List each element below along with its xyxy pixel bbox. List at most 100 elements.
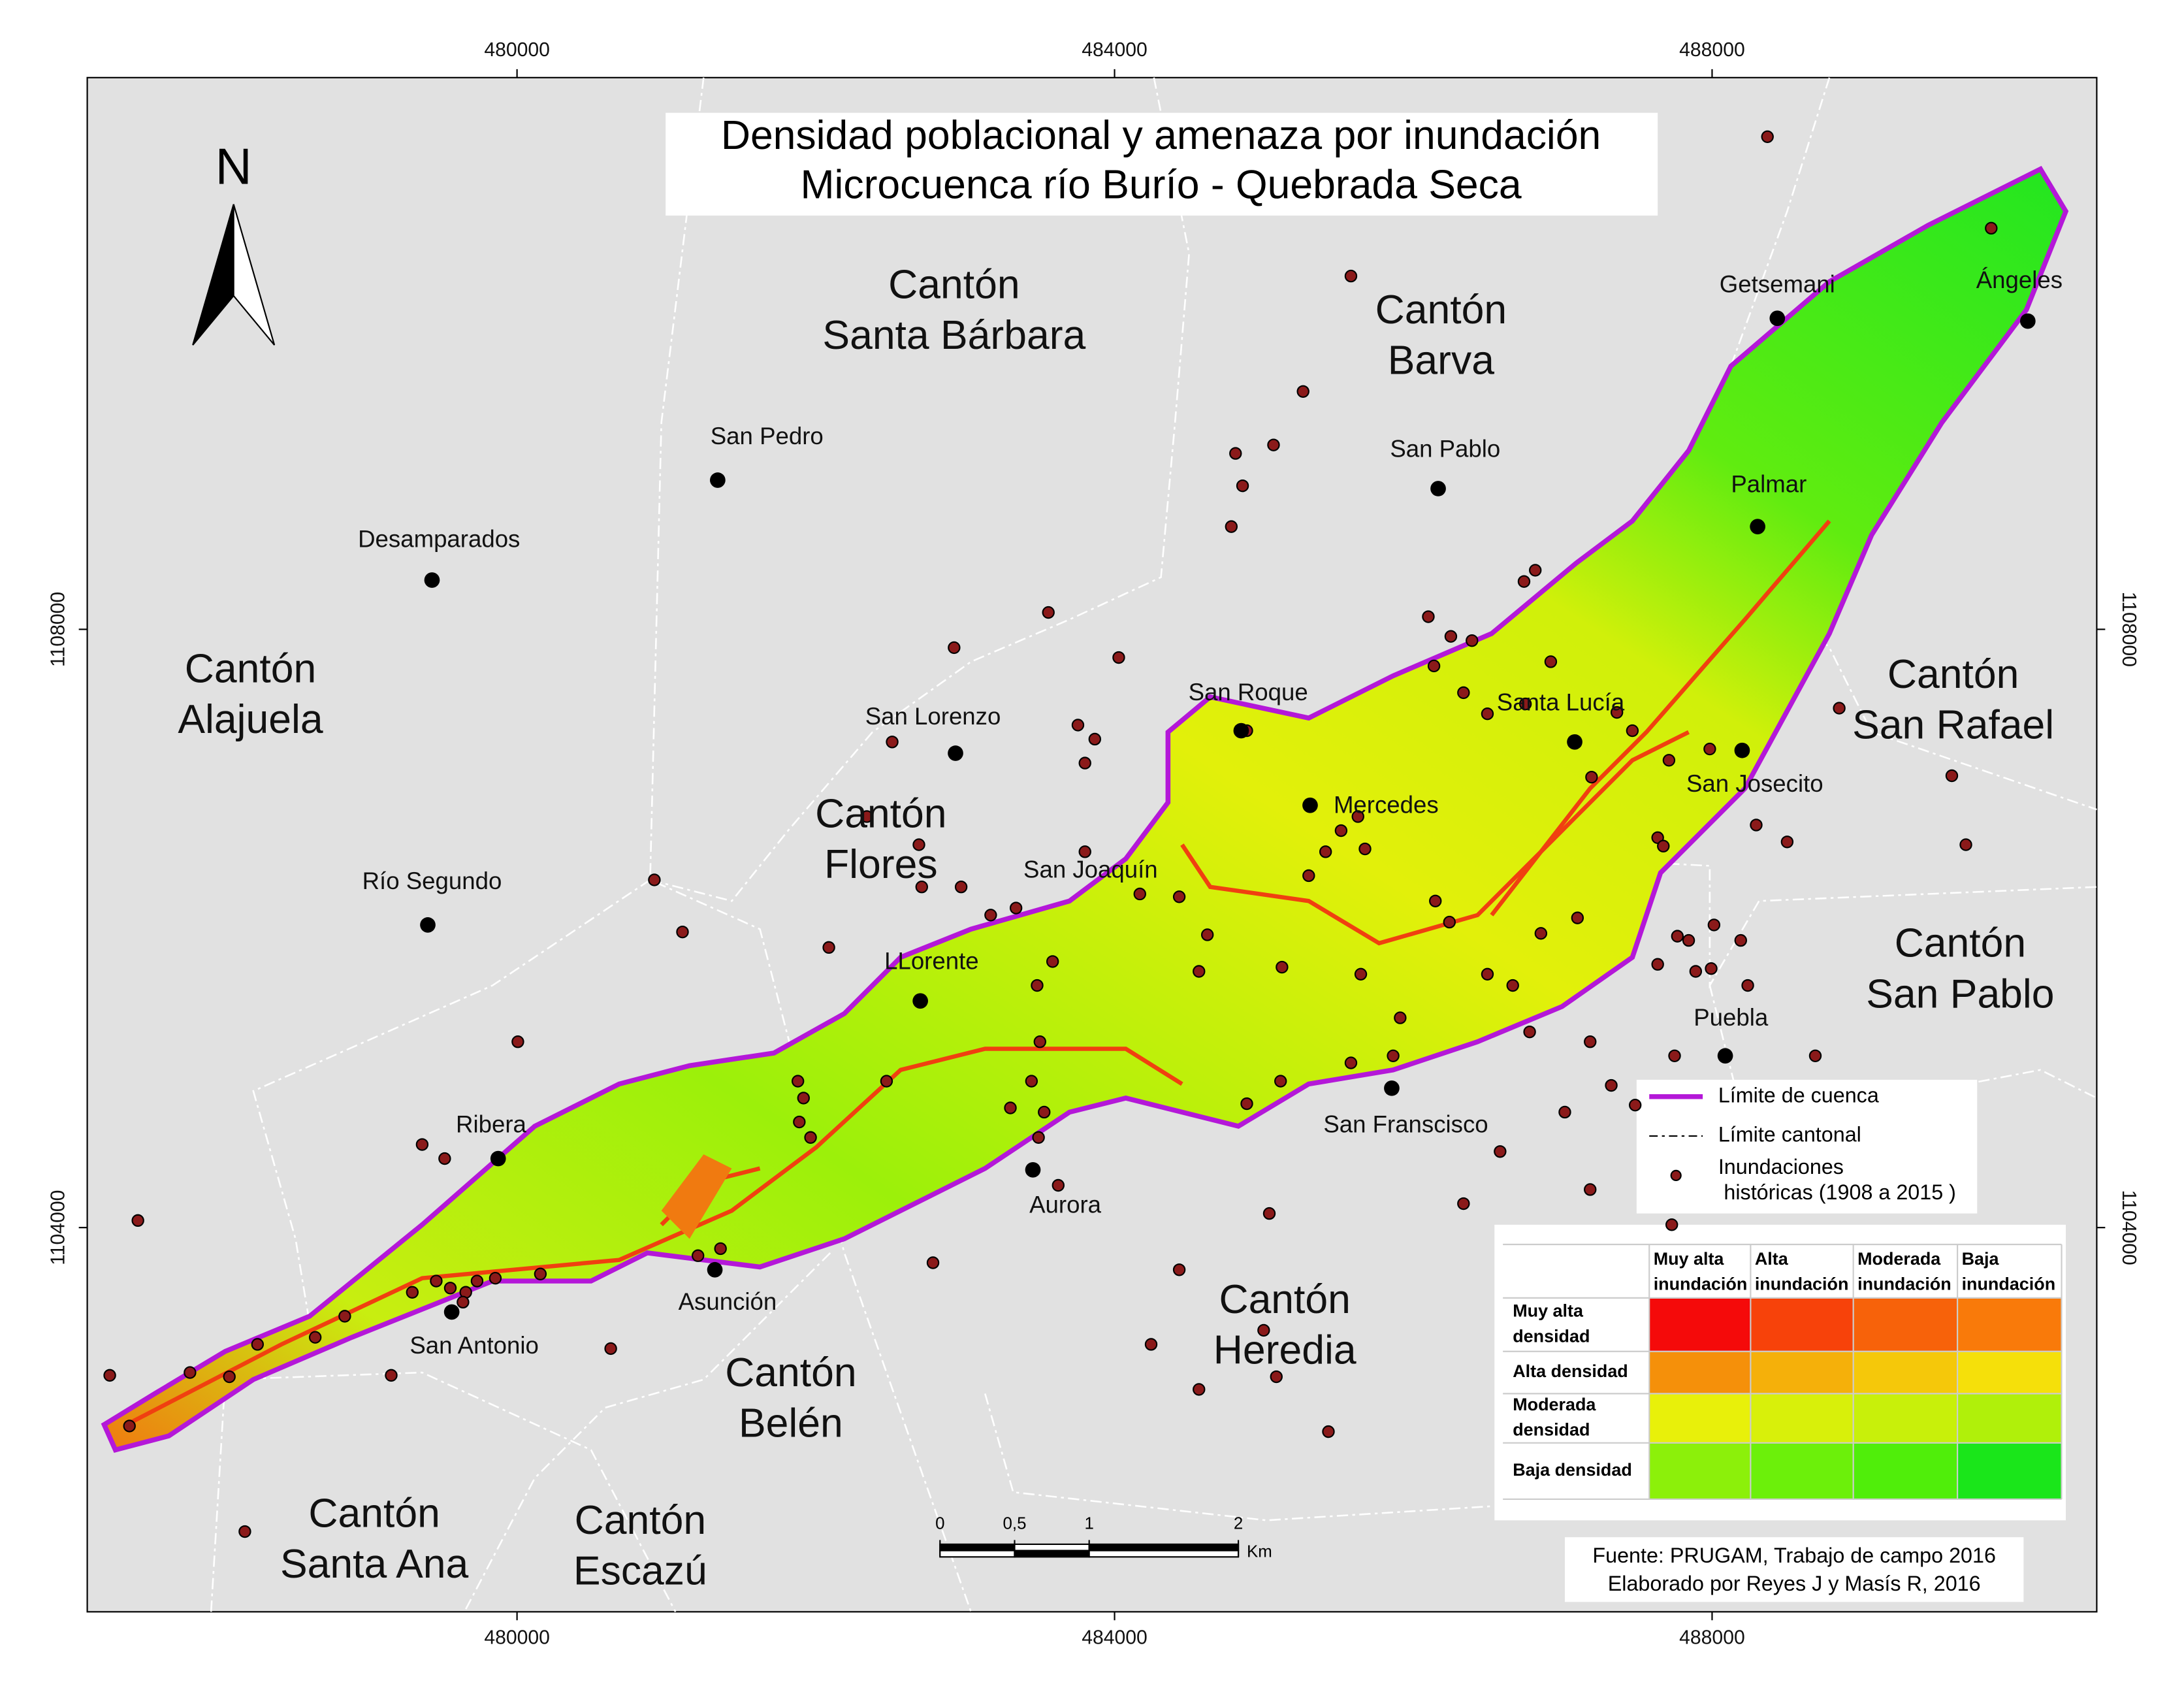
flood-dot [1585, 770, 1598, 784]
scale-segment [1088, 1550, 1240, 1558]
flood-dot [1009, 901, 1023, 915]
flood-dot [1517, 575, 1531, 588]
place-dot [1430, 481, 1446, 496]
legend-label: Inundaciones [1718, 1155, 1844, 1178]
canton-label: Escazú [573, 1548, 707, 1594]
matrix-column-label: Alta [1755, 1249, 1789, 1269]
canton-label: Cantón [185, 646, 316, 692]
flood-dot [385, 1369, 398, 1382]
canton-label: Cantón [1895, 920, 2026, 966]
flood-dot [1808, 1049, 1822, 1062]
scale-segment [1014, 1543, 1090, 1551]
matrix-row-label: Baja densidad [1513, 1460, 1632, 1480]
place-label: Asunción [679, 1288, 777, 1315]
matrix-row-label: densidad [1513, 1420, 1590, 1440]
flood-dot [1443, 915, 1456, 929]
place-label: San Roque [1189, 679, 1308, 706]
place-label: LLorente [884, 948, 979, 975]
flood-dot [1665, 1218, 1678, 1231]
matrix-column-label: Baja [1962, 1249, 2000, 1269]
legend-label: Límite de cuenca [1718, 1083, 1879, 1107]
matrix-cell [1957, 1442, 2062, 1499]
canton-label: Alajuela [178, 696, 323, 742]
flood-dot [1038, 1105, 1051, 1119]
flood-dot [1296, 385, 1309, 398]
flood-dot [1457, 686, 1470, 700]
flood-dot [912, 838, 925, 851]
flood-dot [1276, 960, 1289, 974]
flood-dot [1668, 1049, 1681, 1062]
place-dot [1302, 797, 1318, 813]
source: Fuente: PRUGAM, Trabajo de campo 2016 [1592, 1544, 1996, 1567]
matrix-cell [1750, 1393, 1854, 1443]
flood-dot [1032, 1131, 1045, 1144]
flood-dot [1610, 706, 1624, 719]
place-dot [420, 917, 436, 933]
flood-dot [457, 1295, 470, 1309]
canton-label: Cantón [1375, 287, 1507, 333]
flood-dot [1584, 1183, 1597, 1196]
flood-dot [860, 810, 873, 823]
matrix-column-label: Moderada [1857, 1249, 1941, 1269]
flood-dot [1274, 1075, 1287, 1088]
flood-dot [1319, 845, 1332, 858]
flood-dot [1422, 610, 1435, 623]
flood-dot [791, 1075, 805, 1088]
flood-dot [1172, 890, 1186, 903]
place-dot [1025, 1161, 1041, 1178]
flood-dot [1657, 839, 1670, 852]
x-tick-label: 480000 [484, 1627, 550, 1648]
flood-dot [470, 1274, 484, 1288]
flood-dot [1262, 1207, 1276, 1220]
canton-label: Heredia [1213, 1327, 1357, 1372]
flood-dot [1506, 979, 1519, 992]
matrix-cell [1853, 1297, 1958, 1352]
place-dot [710, 472, 726, 488]
matrix-cell [1957, 1297, 2062, 1352]
flood-dot [534, 1267, 547, 1280]
flood-dot [1193, 1383, 1206, 1396]
matrix-cell [1853, 1351, 1958, 1394]
matrix-row-label: Moderada [1513, 1395, 1596, 1414]
flood-dot [103, 1369, 116, 1382]
canton-label: Santa Ana [280, 1541, 469, 1587]
matrix-cell [1649, 1297, 1751, 1352]
scale-label: 2 [1234, 1515, 1243, 1533]
flood-dot [1494, 1145, 1507, 1158]
flood-dot [604, 1342, 617, 1355]
place-dot [948, 745, 963, 761]
flood-dot [804, 1131, 817, 1144]
place-label: San Lorenzo [865, 703, 1001, 730]
flood-dot [415, 1138, 429, 1151]
flood-dot [1429, 894, 1442, 907]
canton-label: San Pablo [1866, 971, 2054, 1016]
flood-dot [1078, 845, 1091, 858]
flood-dot [880, 1075, 893, 1088]
flood-dot [1031, 979, 1044, 992]
canton-label: Cantón [308, 1490, 440, 1536]
x-tick-label: 484000 [1082, 39, 1148, 61]
matrix-column-label: inundación [1654, 1274, 1748, 1294]
flood-dot [822, 941, 835, 954]
flood-dot [1584, 1035, 1597, 1048]
flood-dot [438, 1152, 451, 1165]
matrix-column-label: inundación [1962, 1274, 2056, 1294]
flood-dot [1481, 707, 1494, 721]
place-label: Ángeles [1976, 267, 2063, 293]
place-dot [912, 993, 928, 1009]
flood-dot [1651, 958, 1664, 971]
flood-dot [692, 1249, 705, 1262]
matrix-column-label: inundación [1755, 1274, 1849, 1294]
flood-dot [1172, 1263, 1186, 1276]
flood-dot [1387, 1049, 1400, 1062]
place-dot [2019, 313, 2036, 329]
flood-dot [1466, 634, 1479, 647]
flood-dot [1518, 697, 1532, 711]
place-label: Ribera [456, 1111, 526, 1138]
flood-dot [1344, 269, 1358, 283]
matrix-cell [1853, 1393, 1958, 1443]
flood-dot [797, 1092, 810, 1105]
flood-dot [1358, 842, 1372, 856]
place-label: San Josecito [1686, 770, 1823, 797]
